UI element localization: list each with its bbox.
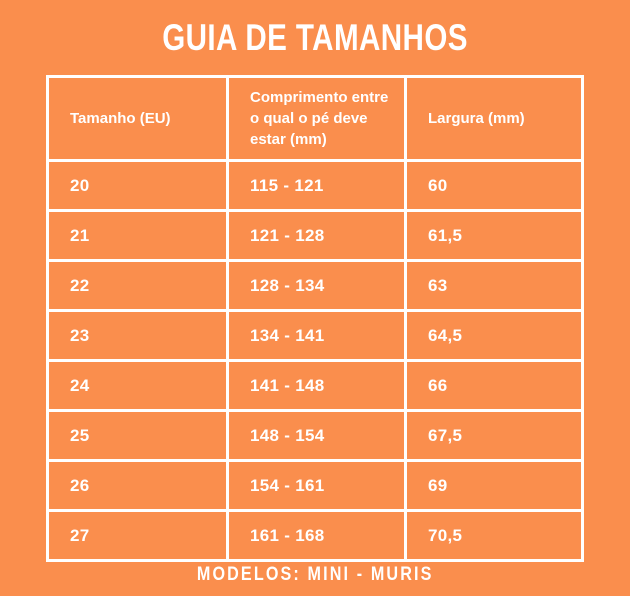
length-cell: 128 - 134 [226,259,407,312]
footer-container: MODELOS: MINI - MURIS [0,564,630,586]
length-cell: 134 - 141 [226,309,407,362]
models-caption: MODELOS: MINI - MURIS [196,564,434,585]
table-row: 23 134 - 141 64,5 [46,309,584,362]
table-row: 25 148 - 154 67,5 [46,409,584,462]
column-header-width: Largura (mm) [404,75,584,162]
page-title: GUIA DE TAMANHOS [162,17,468,58]
length-cell: 121 - 128 [226,209,407,262]
size-cell: 24 [46,359,229,412]
length-cell: 154 - 161 [226,459,407,512]
header-row: Tamanho (EU) Comprimento entre o qual o … [46,75,584,162]
column-header-size: Tamanho (EU) [46,75,229,162]
length-cell: 148 - 154 [226,409,407,462]
width-cell: 60 [404,159,584,212]
table-row: 24 141 - 148 66 [46,359,584,412]
table-row: 27 161 - 168 70,5 [46,509,584,562]
length-cell: 141 - 148 [226,359,407,412]
size-cell: 25 [46,409,229,462]
table-row: 21 121 - 128 61,5 [46,209,584,262]
width-cell: 67,5 [404,409,584,462]
size-cell: 26 [46,459,229,512]
table-row: 26 154 - 161 69 [46,459,584,512]
width-cell: 64,5 [404,309,584,362]
column-header-length: Comprimento entre o qual o pé deve estar… [226,75,407,162]
length-cell: 115 - 121 [226,159,407,212]
width-cell: 66 [404,359,584,412]
width-cell: 69 [404,459,584,512]
table-row: 20 115 - 121 60 [46,159,584,212]
size-cell: 23 [46,309,229,362]
size-guide-table: Tamanho (EU) Comprimento entre o qual o … [46,75,584,562]
length-cell: 161 - 168 [226,509,407,562]
size-cell: 22 [46,259,229,312]
width-cell: 63 [404,259,584,312]
table-row: 22 128 - 134 63 [46,259,584,312]
title-container: GUIA DE TAMANHOS [0,0,630,58]
size-cell: 27 [46,509,229,562]
width-cell: 61,5 [404,209,584,262]
size-cell: 20 [46,159,229,212]
size-cell: 21 [46,209,229,262]
width-cell: 70,5 [404,509,584,562]
